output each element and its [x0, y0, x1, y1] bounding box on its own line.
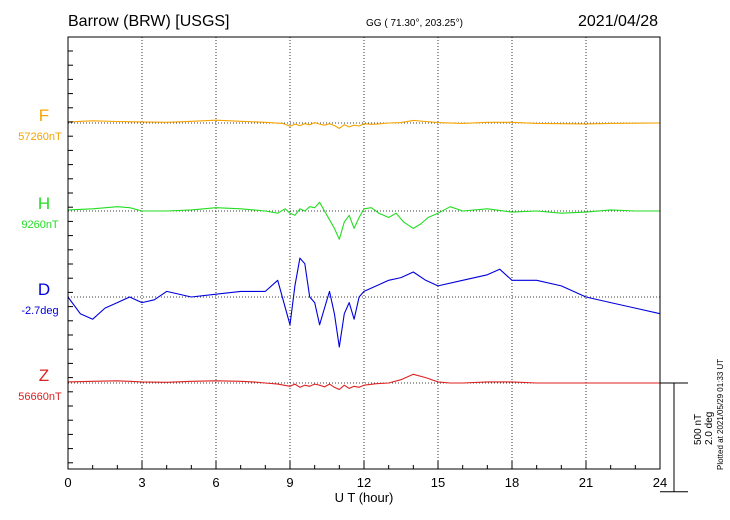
chart-date: 2021/04/28: [578, 13, 659, 30]
x-axis-label: U T (hour): [335, 490, 394, 505]
series-baseline-h: 9260nT: [21, 219, 59, 231]
x-tick-label: 15: [431, 475, 445, 490]
series-lines: [67, 119, 661, 391]
x-tick-label: 6: [212, 475, 219, 490]
x-tick-label: 3: [138, 475, 145, 490]
series-baseline-d: -2.7deg: [21, 305, 58, 317]
x-tick-label: 12: [357, 475, 371, 490]
axes: 0 3 6 9 12 15 18 21 24 U T (hour) F 57260nT H 9260nT D…: [18, 36, 688, 505]
series-line-f: [67, 119, 661, 129]
series-name-d: D: [38, 280, 50, 299]
series-name-f: F: [39, 106, 49, 125]
series-line-z: [67, 373, 660, 391]
series-line-d: [67, 257, 661, 348]
series-name-h: H: [38, 194, 50, 213]
series-baseline-f: 57260nT: [18, 131, 62, 143]
scale-label: 500 nT 2.0 deg: [693, 412, 715, 445]
x-tick-label: 21: [579, 475, 593, 490]
station-title: Barrow (BRW) [USGS]: [68, 13, 230, 30]
x-tick-label: 18: [505, 475, 519, 490]
series-name-z: Z: [39, 366, 49, 385]
plotted-at-note: Plotted at 2021/05/29 01:33 UT: [716, 358, 725, 470]
scale-field: 500 nT: [693, 413, 704, 445]
grid-lines: [68, 37, 660, 469]
station-coordinates: GG ( 71.30°, 203.25°): [366, 18, 463, 29]
scale-angle: 2.0 deg: [704, 411, 715, 445]
x-tick-label: 9: [286, 475, 293, 490]
series-baseline-z: 56660nT: [18, 391, 62, 403]
series-line-h: [67, 201, 660, 240]
x-tick-label: 24: [653, 475, 667, 490]
x-tick-label: 0: [64, 475, 71, 490]
